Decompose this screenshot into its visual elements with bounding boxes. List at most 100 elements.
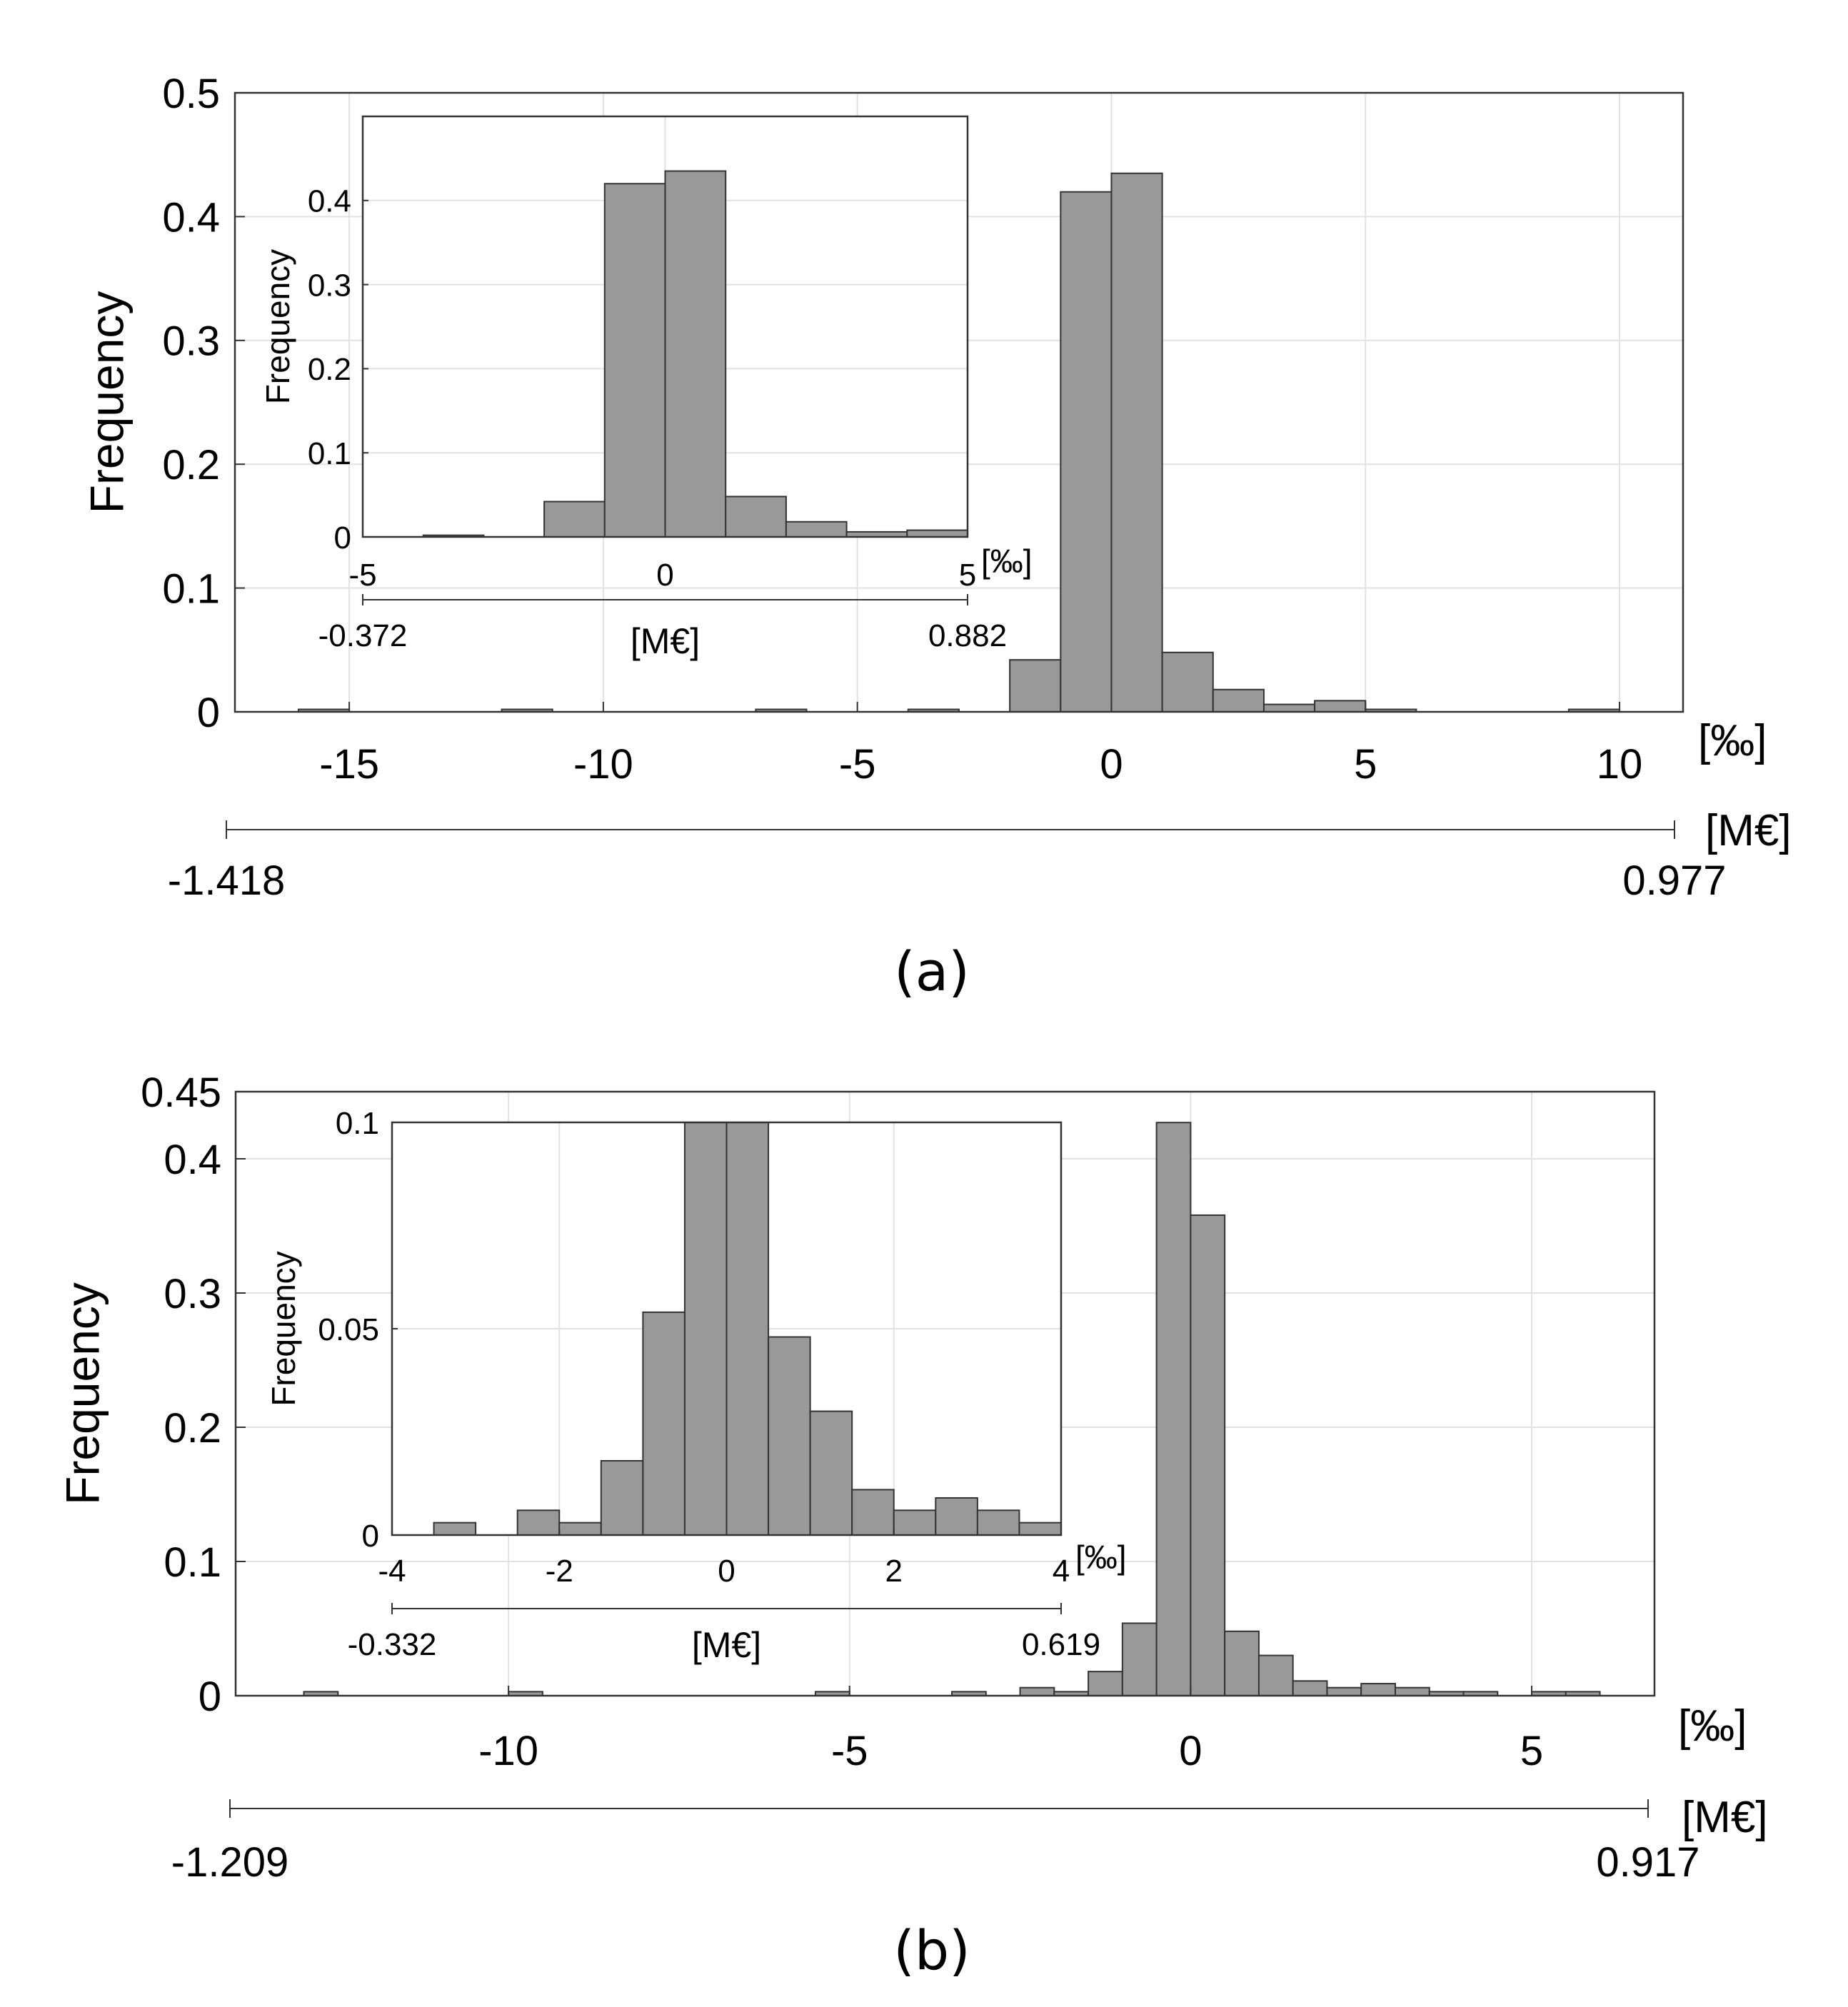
panel-a-inset-y-axis-label: Frequency — [259, 249, 296, 404]
panel-b-inset-histogram-bar — [893, 1509, 937, 1536]
panel-b-inset-x-tick-label: 0 — [718, 1554, 735, 1589]
panel-b-histogram-bar — [1360, 1683, 1396, 1697]
panel-a-x-unit-label: [‰] — [1698, 716, 1767, 765]
panel-b-money-min-label: -1.209 — [171, 1839, 288, 1886]
panel-b-inset-money-max-label: 0.619 — [1022, 1627, 1100, 1662]
panel-b-histogram-bar — [1326, 1686, 1362, 1696]
panel-b-inset-y-tick-label: 0 — [362, 1519, 379, 1554]
panel-b-y-tick-label: 0.3 — [164, 1271, 221, 1317]
panel-b-histogram-bar — [1190, 1214, 1226, 1696]
panel-b-inset-y-tick-label: 0.1 — [336, 1106, 379, 1141]
panel-b-inset-histogram-bar — [433, 1521, 477, 1536]
panel-b-inset-histogram-bar — [600, 1459, 644, 1536]
panel-a-caption: (a) — [894, 940, 970, 1003]
panel-b-histogram-bar — [1394, 1686, 1430, 1696]
panel-a-money-max-label: 0.977 — [1622, 857, 1726, 904]
panel-a-x-tick-label: 5 — [1354, 741, 1377, 788]
panel-b-x-tick-label: -5 — [831, 1728, 868, 1774]
panel-a-histogram-bar — [1262, 703, 1316, 713]
panel-b-inset-y-axis-label: Frequency — [265, 1251, 302, 1406]
panel-a-inset-histogram-bar — [785, 520, 848, 538]
panel-b-inset-x-tick-label: -2 — [546, 1554, 573, 1589]
panel-b-axes-frame — [234, 1090, 1656, 1697]
panel-b-inset-histogram-bar — [516, 1509, 561, 1536]
panel-b-inset-panel: -4 -2 0 2 4 0 0.05 0.1 Frequency [‰] -0.332 0.619 [M… — [265, 1106, 1126, 1665]
panel-b-inset-x-tick-label: 4 — [1053, 1554, 1070, 1589]
panel-b-money-max-label: 0.917 — [1596, 1839, 1699, 1886]
panel-b-histogram-bar — [1155, 1122, 1192, 1696]
panel-a-inset-x-tick-label: 0 — [656, 558, 673, 593]
panel-b-inset-money-unit-label: [M€] — [692, 1625, 761, 1665]
panel-a-inset-histogram-bar — [543, 501, 606, 538]
panel-a-axes-frame — [233, 91, 1684, 713]
panel-b-y-tick-label: 0 — [199, 1674, 221, 1720]
panel-b-inset-histogram-bar — [851, 1489, 895, 1536]
panel-a-money-min-label: -1.418 — [168, 857, 285, 904]
panel-a-x-tick-label: -10 — [573, 741, 633, 788]
panel-b-inset-x-unit-label: [‰] — [1075, 1539, 1127, 1576]
panel-b-inset-histogram-bar — [935, 1497, 978, 1536]
panel-b-inset-x-tick-label: -4 — [378, 1554, 406, 1589]
panel-a-x-tick-label: 0 — [1100, 741, 1123, 788]
panel-a-histogram-bar — [1161, 651, 1214, 713]
panel-b-x-tick-label: -10 — [478, 1728, 538, 1774]
panel-a-inset-x-unit-label: [‰] — [981, 543, 1033, 580]
panel-a-inset-money-max-label: 0.882 — [928, 618, 1007, 653]
panel-a-y-tick-label: 0.3 — [162, 318, 220, 365]
panel-a-inset-histogram-bar — [906, 529, 969, 538]
panel-a-inset-y-tick-label: 0.2 — [308, 352, 351, 387]
panel-b-inset-histogram-bar — [976, 1509, 1020, 1536]
panel-b-inset-histogram-bar — [1018, 1521, 1062, 1536]
panel-b-histogram-bar — [1088, 1671, 1123, 1696]
panel-a-inset-histogram-bar — [603, 183, 666, 538]
panel-a-x-tick-label: 10 — [1597, 741, 1643, 788]
panel-a-inset-y-tick-label: 0 — [334, 520, 351, 555]
panel-b-histogram-bar — [1224, 1630, 1260, 1697]
panel-a-y-axis-label: Frequency — [80, 291, 133, 514]
panel-a-x-tick-label: -5 — [839, 741, 876, 788]
panel-b-x-tick-label: 5 — [1520, 1728, 1543, 1774]
panel-b-y-tick-label: 0.4 — [164, 1137, 221, 1183]
panel-b-inset-histogram-bar — [642, 1311, 686, 1536]
panel-a-inset-y-tick-label: 0.1 — [308, 436, 351, 471]
panel-a-inset-x-tick-label: 5 — [959, 558, 976, 593]
panel-a-histogram-bar — [1314, 700, 1367, 713]
panel-a-inset-money-min-label: -0.372 — [318, 618, 408, 653]
panel-a-inset-money-unit-label: [M€] — [631, 621, 700, 661]
panel-b-y-axis-label: Frequency — [56, 1282, 109, 1505]
panel-a-histogram-bar — [1212, 688, 1265, 713]
panel-b-caption: (b) — [893, 1918, 970, 1982]
panel-a-y-tick-label: 0.1 — [162, 565, 220, 612]
panel-b-inset-x-tick-label: 2 — [885, 1554, 903, 1589]
panel-a-inset-histogram-bar — [664, 170, 727, 538]
panel-b-histogram-bar — [1292, 1680, 1328, 1697]
panel-b-inset-histogram-bar — [683, 1122, 728, 1536]
panel-b-x-unit-label: [‰] — [1678, 1701, 1747, 1751]
panel-a-y-tick-label: 0.4 — [162, 194, 220, 241]
panel-a-x-tick-label: -15 — [319, 741, 379, 788]
panel-b-histogram-bar — [1257, 1654, 1294, 1697]
panel-b-histogram-bar — [1121, 1622, 1157, 1696]
panel-b-y-tick-label: 0.45 — [141, 1070, 221, 1116]
panel-b-inset-histogram-bar — [768, 1336, 811, 1536]
panel-b-inset-histogram-bar — [725, 1122, 770, 1536]
panel-a-histogram-bar — [1060, 191, 1113, 713]
panel-a-inset-histogram-bar — [725, 496, 787, 538]
panel-a-y-tick-label: 0.5 — [162, 71, 220, 117]
panel-a-inset-x-tick-label: -5 — [348, 558, 376, 593]
panel-a-histogram-bar — [1110, 172, 1163, 713]
panel-a-histogram-bar — [1009, 659, 1062, 713]
panel-b-y-tick-label: 0.2 — [164, 1405, 221, 1452]
panel-b-inset-money-min-label: -0.332 — [348, 1627, 437, 1662]
panel-b-inset-y-tick-label: 0.05 — [318, 1312, 379, 1347]
panel-b-money-unit-label: [M€] — [1682, 1793, 1768, 1842]
panel-b-y-tick-label: 0.1 — [164, 1539, 221, 1586]
panel-b-x-tick-label: 0 — [1179, 1728, 1202, 1774]
panel-a-inset-y-tick-label: 0.3 — [308, 268, 351, 303]
panel-b-inset-histogram-bar — [809, 1410, 853, 1536]
panel-a-inset-y-tick-label: 0.4 — [308, 184, 351, 219]
panel-a-y-tick-label: 0.2 — [162, 442, 220, 488]
panel-b-inset-histogram-bar — [558, 1521, 602, 1536]
